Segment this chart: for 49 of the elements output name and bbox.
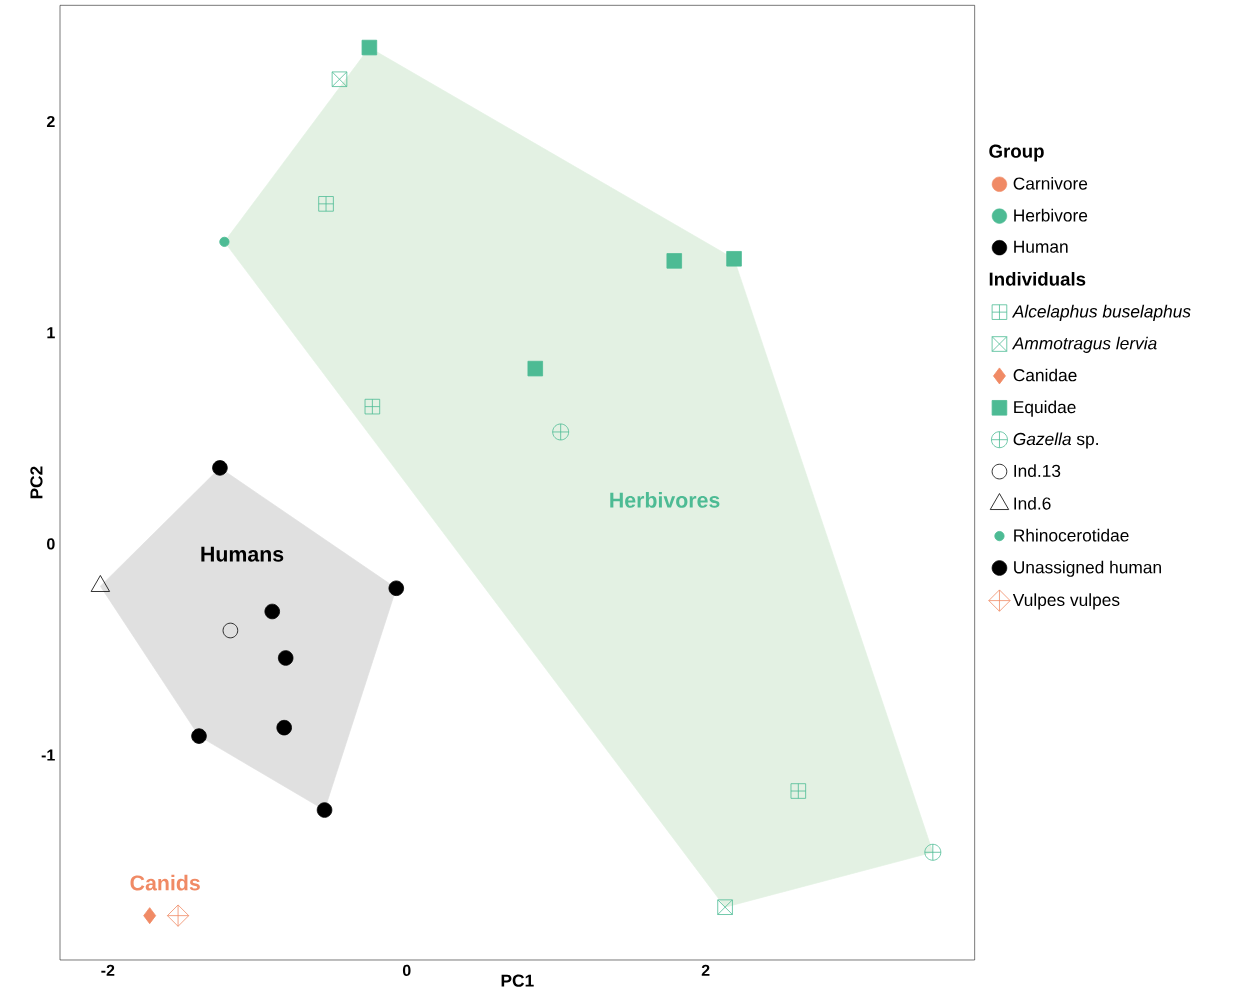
point [726,251,742,267]
text: Herbivore [1014,209,1088,222]
annotation: Canids [130,875,200,891]
y-tick-label: -1 [41,749,55,761]
point [212,460,228,476]
point [318,196,334,212]
text: Individuals [989,272,1086,286]
point [527,361,544,377]
x-tick-label: 2 [701,964,710,977]
legend-label: Canidae [1013,368,1077,382]
point [276,720,292,736]
point [143,907,157,925]
x-axis-title: PC1 [501,974,534,987]
legend-label: Ammotragus lervia [1011,336,1157,354]
point [264,603,280,620]
x-tick-label: -2 [101,964,115,977]
point [331,71,348,88]
legend-label: Vulpes vulpes [1012,593,1120,610]
point [364,399,381,415]
legend-label: Rhinocerotidae [1014,528,1129,542]
y-tick-label: 0 [47,538,55,550]
legend-label: Gazella sp. [1013,432,1098,449]
text: Human [1014,240,1068,253]
annotation: Herbivores [610,492,720,508]
point [222,622,239,639]
text: Carnivore [1013,177,1088,190]
point [191,728,207,745]
point [388,580,405,597]
point [167,904,190,927]
legend-label: Alcelaphus buselaphus [1011,305,1191,322]
legend-label: Unassigned human [1014,560,1161,578]
point [316,802,333,818]
point [219,236,230,248]
point [717,899,733,916]
y-tick-label: 2 [46,116,55,128]
point [552,423,570,441]
annotation: Humans [201,546,284,562]
y-tick-label: 1 [47,327,55,339]
legend-title: Group [989,144,1044,162]
legend-label: Equidae [1014,400,1076,417]
x-tick-label: 0 [402,964,411,977]
point [790,783,807,799]
point [924,844,942,861]
legend-label: Ind.6 [1014,497,1051,510]
point [277,650,294,666]
y-axis-title: PC2 [30,466,43,499]
point [361,40,378,56]
point [666,253,682,269]
legend-label: Ind.13 [1014,464,1061,478]
